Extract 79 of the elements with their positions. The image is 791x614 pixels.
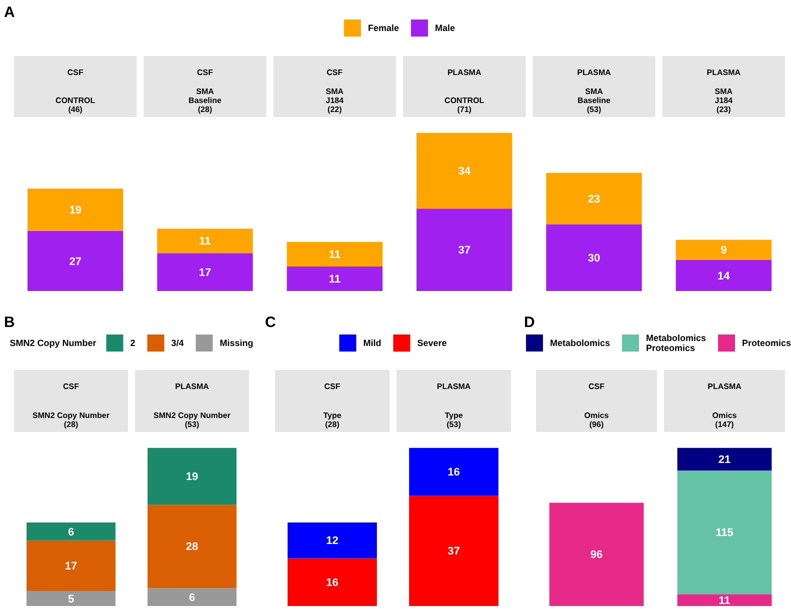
data-label: 30 — [588, 252, 600, 264]
chart-title: A — [4, 4, 15, 21]
bar — [677, 448, 772, 470]
data-label: 9 — [720, 244, 727, 257]
data-label: 19 — [186, 471, 198, 484]
data-label: 34 — [458, 166, 472, 178]
legend-label: Metabolomics — [550, 338, 610, 348]
data-label: 96 — [590, 549, 603, 562]
bar — [676, 240, 772, 260]
category-label: CSF Type (28) — [323, 382, 342, 429]
legend-label: 2 — [130, 338, 136, 348]
legend-label: Proteomics — [742, 338, 791, 348]
data-label: 11 — [328, 249, 340, 262]
bar — [677, 594, 772, 606]
bar — [148, 504, 236, 588]
category-label: CSF SMA J184 (22) — [326, 68, 344, 114]
bar — [409, 448, 498, 496]
bar — [288, 522, 377, 558]
bar — [677, 470, 772, 594]
data-label: 37 — [458, 244, 470, 257]
data-label: 19 — [69, 204, 82, 217]
bar — [148, 588, 236, 606]
chart-title: B — [4, 314, 15, 331]
bar — [26, 540, 116, 592]
data-label: 23 — [588, 193, 600, 206]
category-label: PLASMA CONTROL (71) — [444, 68, 484, 114]
bar — [286, 266, 383, 291]
data-label: 6 — [188, 592, 196, 604]
bar — [409, 496, 498, 606]
data-label: 37 — [448, 546, 460, 558]
data-label: 5 — [68, 593, 74, 606]
legend-label: Female — [368, 23, 400, 34]
bar — [26, 522, 116, 540]
bar — [157, 228, 253, 254]
data-label: 16 — [448, 466, 460, 479]
legend-label: Mild — [363, 338, 382, 348]
category-label: PLASMA Omics (147) — [708, 382, 742, 429]
data-label: 14 — [718, 270, 731, 282]
bar — [27, 230, 124, 291]
bar — [546, 172, 642, 224]
data-label: 6 — [68, 526, 74, 538]
category-label: CSF Omics (96) — [584, 382, 609, 429]
data-label: 12 — [326, 535, 338, 548]
data-label: 27 — [69, 256, 82, 268]
legend-label: 3/4 — [171, 338, 184, 348]
data-label: 21 — [718, 454, 731, 466]
category-label: CSF SMN2 Copy Number (28) — [32, 382, 110, 429]
data-label: 11 — [328, 274, 340, 286]
bar — [676, 260, 772, 291]
legend-label: Metabolomics Proteomics — [646, 333, 706, 354]
data-label: 115 — [716, 527, 734, 540]
category-label: CSF CONTROL (46) — [56, 68, 96, 114]
data-label: 17 — [198, 266, 212, 279]
bar — [416, 208, 512, 291]
bar — [27, 188, 124, 231]
data-label: 11 — [718, 594, 730, 607]
bar — [26, 591, 116, 606]
category-label: PLASMA SMN2 Copy Number (53) — [154, 382, 230, 429]
chart-title: D — [524, 314, 535, 331]
bar — [549, 502, 644, 606]
legend-label: Male — [435, 23, 456, 34]
bar — [148, 448, 236, 505]
legend-label: Severe — [417, 338, 447, 348]
data-label: 17 — [64, 560, 78, 573]
bar — [288, 558, 377, 606]
data-label: 16 — [326, 576, 338, 589]
category-label: PLASMA SMA J184 (23) — [706, 68, 741, 114]
legend-title: SMN2 Copy Number — [10, 338, 97, 348]
data-label: 11 — [199, 236, 211, 248]
legend-label: Missing — [220, 338, 254, 348]
bar — [286, 242, 383, 267]
category-label: PLASMA Type (53) — [436, 382, 471, 429]
bar — [546, 224, 642, 291]
category-label: CSF SMA Baseline (28) — [188, 68, 222, 114]
bar — [416, 132, 512, 209]
data-label: 28 — [186, 541, 198, 554]
category-label: PLASMA SMA Baseline (53) — [577, 68, 611, 114]
chart-title: C — [265, 314, 276, 331]
bar — [157, 253, 253, 291]
